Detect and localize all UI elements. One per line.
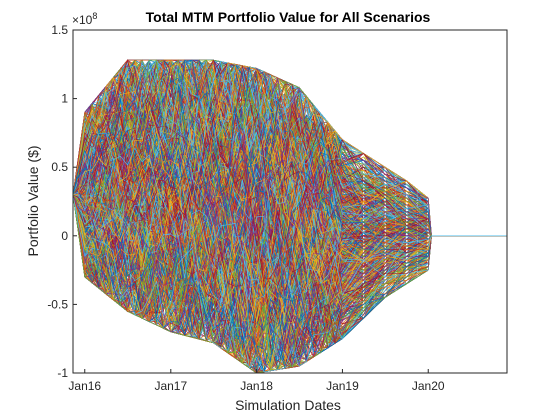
y-tick-label: 0 <box>61 229 68 243</box>
scenario-line <box>72 114 507 237</box>
scenario-line <box>72 91 507 263</box>
y-axis-exponent: ×108 <box>72 11 97 27</box>
y-axis-exponent-base: ×10 <box>72 13 93 27</box>
scenario-line <box>72 120 507 282</box>
axis-ticks: Jan16 Jan17 Jan18 Jan19 Jan20 -1 -0.5 0 0.5 1 1.5 <box>47 23 445 393</box>
scenario-line <box>72 169 507 333</box>
scenario-line <box>72 59 507 237</box>
x-tick-label: Jan20 <box>412 379 445 393</box>
x-tick-label: Jan16 <box>68 379 101 393</box>
scenario-line <box>72 194 507 374</box>
y-tick-label: 1 <box>61 92 68 106</box>
x-tick-label: Jan18 <box>240 379 273 393</box>
scenario-line <box>72 192 507 374</box>
y-tick-label: -0.5 <box>47 297 68 311</box>
y-axis-exponent-power: 8 <box>92 11 97 21</box>
scenario-line <box>72 154 507 284</box>
scenario-line <box>72 173 507 293</box>
scenario-line <box>72 194 507 374</box>
scenario-line <box>72 59 507 237</box>
y-tick-label: 1.5 <box>51 23 68 37</box>
scenario-line <box>72 157 507 282</box>
scenario-line <box>72 141 507 344</box>
x-axis-label: Simulation Dates <box>235 397 341 413</box>
scenario-line <box>72 135 507 324</box>
x-tick-label: Jan19 <box>326 379 359 393</box>
scenario-line <box>72 173 507 335</box>
y-tick-label: 0.5 <box>51 160 68 174</box>
x-tick-label: Jan17 <box>154 379 187 393</box>
scenario-line <box>72 133 507 287</box>
y-tick-label: -1 <box>57 366 68 380</box>
scenario-line <box>72 101 507 258</box>
scenario-line <box>72 105 507 306</box>
scenario-line <box>72 117 507 254</box>
scenario-line <box>72 194 507 373</box>
scenario-line <box>72 194 507 362</box>
scenario-line <box>72 161 507 356</box>
scenario-line <box>72 194 507 372</box>
scenario-lines <box>72 59 507 374</box>
scenario-line <box>72 59 507 246</box>
scenario-line <box>72 59 507 243</box>
scenario-line <box>72 171 507 332</box>
scenario-line <box>72 107 507 322</box>
scenario-line <box>72 65 507 268</box>
scenario-line <box>72 126 507 270</box>
chart-title: Total MTM Portfolio Value for All Scenar… <box>146 9 431 25</box>
scenario-line <box>72 132 507 296</box>
scenario-line <box>72 92 507 271</box>
scenario-line <box>72 188 507 315</box>
scenario-line <box>72 87 507 240</box>
scenario-line <box>72 135 507 305</box>
scenario-line <box>72 166 507 331</box>
y-axis-label: Portfolio Value ($) <box>25 145 41 256</box>
plot-area-border <box>72 29 508 374</box>
scenario-line <box>72 134 507 324</box>
